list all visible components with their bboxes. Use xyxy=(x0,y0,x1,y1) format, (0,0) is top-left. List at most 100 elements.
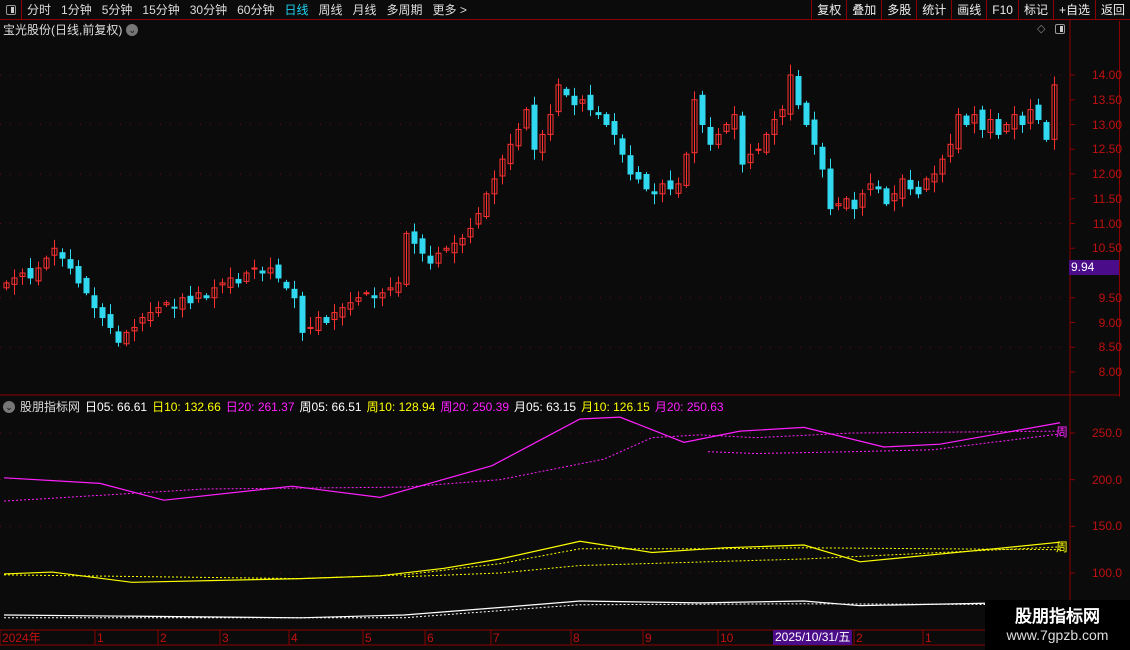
indicator-axis-label: 200.0 xyxy=(1091,472,1122,487)
candle-body xyxy=(835,203,842,207)
candle-body xyxy=(611,121,618,135)
candle-body xyxy=(771,119,778,135)
indicator-legend: ⌄ 股朋指标网 日05: 66.61 日10: 132.66 日20: 261.37… xyxy=(3,398,724,415)
candle-body xyxy=(379,292,386,299)
candle-body xyxy=(627,155,634,175)
chevron-down-icon[interactable]: ⌄ xyxy=(126,23,139,36)
price-axis-label: 12.50 xyxy=(1091,142,1122,157)
candle-body xyxy=(443,247,450,251)
candle-body xyxy=(19,272,26,277)
candle-body xyxy=(947,143,954,157)
candle-body xyxy=(739,115,746,165)
candle-body xyxy=(171,306,178,309)
toolbar-button-3[interactable]: 统计 xyxy=(916,0,951,20)
tab-period-8[interactable]: 月线 xyxy=(352,3,377,17)
candle-body xyxy=(243,272,250,282)
candle-body xyxy=(987,119,994,133)
tab-period-7[interactable]: 周线 xyxy=(318,3,343,17)
panel-toggle-icon[interactable] xyxy=(1055,24,1065,34)
candle-body xyxy=(387,287,394,291)
candle-body xyxy=(435,252,442,264)
indicator-end-mark: 周 xyxy=(1056,425,1069,439)
candle-body xyxy=(555,84,562,113)
candle-body xyxy=(67,259,74,269)
tab-period-6[interactable]: 日线 xyxy=(284,3,309,17)
candle-body xyxy=(939,158,946,175)
candle-body xyxy=(643,173,650,190)
toolbar-button-4[interactable]: 画线 xyxy=(951,0,986,20)
tab-period-10[interactable]: 更多 > xyxy=(432,3,467,17)
candle-body xyxy=(1035,104,1042,121)
indicator-name[interactable]: 股朋指标网 xyxy=(20,400,81,414)
candle-body xyxy=(315,317,322,331)
tab-period-0[interactable]: 分时 xyxy=(27,3,52,17)
date-axis-label: 8 xyxy=(573,631,580,645)
candle-body xyxy=(235,278,242,284)
candle-body xyxy=(291,288,298,299)
candle-body xyxy=(811,119,818,145)
candle-body xyxy=(131,326,138,332)
candle-body xyxy=(891,193,898,202)
legend-item: 月10: 126.15 xyxy=(581,400,650,414)
price-axis-label: 12.00 xyxy=(1091,167,1122,181)
candle-body xyxy=(51,247,58,256)
candle-body xyxy=(563,88,570,96)
candle-body xyxy=(27,268,34,279)
tab-period-3[interactable]: 15分钟 xyxy=(142,3,180,17)
tab-period-5[interactable]: 60分钟 xyxy=(237,3,275,17)
watermark-line1: 股朋指标网 xyxy=(1015,607,1100,626)
candle-body xyxy=(683,153,690,186)
candle-body xyxy=(187,295,194,304)
candle-body xyxy=(427,255,434,264)
candle-body xyxy=(595,112,602,116)
toolbar-right-buttons: 复权 叠加 多股 统计 画线 F10 标记 +自选 返回 xyxy=(811,0,1130,20)
candle-body xyxy=(699,94,706,125)
stock-title-text: 宝光股份(日线,前复权) xyxy=(3,23,123,37)
toolbar-button-2[interactable]: 多股 xyxy=(881,0,916,20)
legend-item: 日10: 132.66 xyxy=(152,400,221,414)
diamond-icon[interactable]: ◇ xyxy=(1037,23,1046,35)
chevron-down-icon[interactable]: ⌄ xyxy=(3,400,15,413)
candle-body xyxy=(1027,109,1034,124)
legend-item: 周20: 250.39 xyxy=(440,400,510,414)
candle-body xyxy=(3,282,10,289)
candle-body xyxy=(827,168,834,210)
legend-item: 月05: 63.15 xyxy=(514,400,577,414)
candle-body xyxy=(59,252,66,259)
side-panel-strip xyxy=(1119,21,1130,397)
stock-title[interactable]: 宝光股份(日线,前复权) ⌄ xyxy=(3,21,139,38)
toolbar: 分时 1分钟 5分钟 15分钟 30分钟 60分钟 日线 周线 月线 多周期 更多 > 复权 叠加 多股… xyxy=(0,0,1130,20)
toolbar-button-6[interactable]: 标记 xyxy=(1017,0,1053,20)
candle-body xyxy=(339,307,346,318)
candle-body xyxy=(619,138,626,155)
candle-body xyxy=(499,158,506,177)
legend-item: 月20: 250.63 xyxy=(654,400,724,414)
candle-body xyxy=(35,267,42,282)
candle-body xyxy=(11,277,18,285)
candle-body xyxy=(1051,84,1058,140)
toolbar-button-5[interactable]: F10 xyxy=(986,0,1018,20)
candle-body xyxy=(747,153,754,164)
candle-body xyxy=(907,179,914,190)
candle-body xyxy=(955,114,962,150)
tab-period-9[interactable]: 多周期 xyxy=(386,3,423,17)
legend-item: 日20: 261.37 xyxy=(225,400,295,414)
toolbar-button-7[interactable]: +自选 xyxy=(1052,0,1095,20)
candle-body xyxy=(363,292,370,295)
tab-period-1[interactable]: 1分钟 xyxy=(61,3,92,17)
toolbar-button-1[interactable]: 叠加 xyxy=(846,0,881,20)
candle-body xyxy=(115,331,122,343)
candle-body xyxy=(283,281,290,289)
candle-body xyxy=(139,317,146,324)
toolbar-button-0[interactable]: 复权 xyxy=(811,0,846,20)
toolbar-button-8[interactable]: 返回 xyxy=(1094,0,1130,20)
candle-body xyxy=(99,307,106,319)
sidebar-toggle-icon xyxy=(5,4,16,15)
candle-body xyxy=(579,99,586,104)
panel-toggle-button[interactable] xyxy=(0,0,22,20)
candle-body xyxy=(211,287,218,299)
tab-period-2[interactable]: 5分钟 xyxy=(101,3,133,17)
tab-period-4[interactable]: 30分钟 xyxy=(189,3,228,17)
candle-body xyxy=(587,94,594,111)
